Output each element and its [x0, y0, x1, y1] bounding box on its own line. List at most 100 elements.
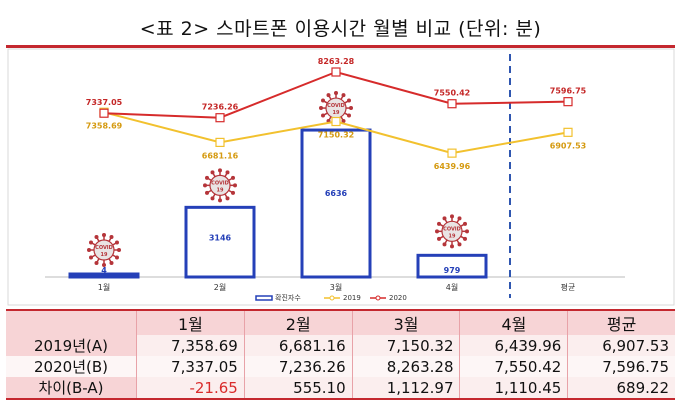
virus-spike-tip — [205, 175, 210, 180]
x-tick-label: 4월 — [446, 282, 458, 292]
virus-spike-tip — [450, 214, 454, 219]
virus-spike-tip — [109, 260, 114, 265]
data-label-2020: 8263.28 — [318, 57, 355, 66]
virus-spike-tip — [334, 91, 338, 96]
virus-spike-tip — [321, 113, 326, 118]
virus-label: 19 — [217, 187, 224, 193]
bar-value-label: 979 — [444, 266, 461, 275]
virus-spike-tip — [321, 98, 326, 103]
x-tick-label: 1월 — [98, 282, 110, 292]
virus-spike-tip — [89, 255, 94, 260]
data-label-2020: 7236.26 — [202, 103, 239, 112]
table-row: 차이(B-A) -21.65 555.10 1,112.97 1,110.45 … — [6, 377, 675, 400]
virus-body — [93, 239, 115, 261]
table-cell: 8,263.28 — [351, 356, 460, 377]
table-header-cell: 2월 — [243, 310, 353, 335]
virus-spike-tip — [457, 242, 462, 247]
virus-spike-tip — [203, 183, 207, 188]
data-label-2019: 6907.53 — [550, 141, 586, 150]
table-cell: 1,112.97 — [351, 377, 460, 400]
virus-spike-tip — [442, 216, 447, 221]
x-tick-label: 3월 — [330, 282, 342, 292]
virus-spike-tip — [225, 170, 230, 175]
virus-spike-tip — [341, 119, 346, 124]
legend-label: 2019 — [343, 294, 361, 302]
bar-value-label: 4 — [101, 266, 107, 275]
bar-2월 — [184, 205, 256, 279]
data-label-2019: 6439.96 — [434, 162, 471, 171]
legend-marker — [329, 295, 335, 301]
virus-spike-tip — [346, 98, 351, 103]
legend-swatch — [255, 295, 273, 301]
data-label-2020: 7596.75 — [550, 87, 587, 96]
virus-label: COVID — [327, 103, 345, 109]
table-cell: 7,550.42 — [459, 356, 568, 377]
virus-spike-tip — [218, 168, 222, 173]
page-title: <표 2> 스마트폰 이용시간 월별 비교 (단위: 분) — [139, 18, 542, 40]
virus-spike-tip — [462, 236, 467, 241]
bar-4월 — [416, 253, 488, 279]
bar-1월 — [68, 272, 140, 279]
virus-spike-tip — [114, 255, 119, 260]
virus-label: COVID — [443, 226, 461, 232]
virus-spike-tip — [341, 93, 346, 98]
table-row: 2019년(A) 7,358.69 6,681.16 7,150.32 6,43… — [6, 335, 675, 356]
virus-spike-tip — [457, 216, 462, 221]
table-cell: 6,907.53 — [567, 335, 675, 356]
table-cell: 7,150.32 — [351, 335, 460, 356]
virus-spike-tip — [89, 240, 94, 245]
x-tick-label: 평균 — [561, 282, 576, 292]
virus-spike-tip — [94, 235, 99, 240]
marker-2020 — [447, 99, 457, 109]
virus-spike-tip — [442, 242, 447, 247]
marker-2019 — [447, 148, 457, 158]
bar-value-label: 3146 — [209, 234, 232, 243]
virus-spike-tip — [437, 221, 442, 226]
virus-spike-tip — [114, 240, 119, 245]
legend-label: 확진자수 — [275, 293, 301, 302]
virus-spike-tip — [326, 93, 331, 98]
virus-spike-tip — [230, 190, 235, 195]
virus-spike-tip — [450, 244, 454, 249]
virus-spike-tip — [230, 175, 235, 180]
marker-2020 — [99, 108, 109, 118]
table-cell: 7,596.75 — [567, 356, 675, 377]
data-label-2019: 7150.32 — [318, 131, 354, 140]
virus-spike-tip — [94, 260, 99, 265]
table-cell: 1,110.45 — [459, 377, 568, 400]
marker-2019 — [563, 127, 573, 137]
virus-spike-tip — [435, 229, 439, 234]
table-row-header: 2019년(A) — [6, 335, 137, 356]
virus-label: COVID — [95, 245, 113, 251]
marker-2020 — [331, 67, 341, 77]
table-cell: 689.22 — [567, 377, 675, 400]
table-cell: 555.10 — [243, 377, 353, 400]
table-header-cell: 4월 — [459, 310, 568, 335]
virus-spike-tip — [218, 198, 222, 203]
table-cell: 6,439.96 — [459, 335, 568, 356]
table-cell: 7,337.05 — [136, 356, 245, 377]
comparison-table-wrap: 1월 2월 3월 4월 평균 2019년(A) 7,358.69 6,681.1… — [6, 309, 675, 400]
virus-spike-tip — [87, 248, 91, 252]
marker-2019 — [215, 137, 225, 148]
virus-spike-tip — [109, 235, 114, 240]
virus-spike-tip — [102, 233, 106, 237]
virus-spike-tip — [437, 236, 442, 241]
bar-value-label: 6636 — [325, 189, 348, 198]
virus-spike-tip — [102, 263, 106, 267]
virus-body — [441, 220, 463, 242]
comparison-table: 1월 2월 3월 4월 평균 2019년(A) 7,358.69 6,681.1… — [6, 309, 675, 400]
table-header-cell — [6, 310, 137, 335]
table-row-header: 2020년(B) — [6, 356, 137, 377]
virus-spike-tip — [319, 106, 323, 111]
virus-spike-tip — [210, 170, 215, 175]
table-cell: 6,681.16 — [243, 335, 353, 356]
marker-2020 — [563, 97, 573, 107]
virus-spike-tip — [233, 183, 237, 188]
table-cell: -21.65 — [136, 377, 245, 400]
legend-marker — [375, 295, 381, 301]
data-label-2020: 7337.05 — [86, 98, 123, 107]
table-row-header: 차이(B-A) — [6, 377, 137, 400]
